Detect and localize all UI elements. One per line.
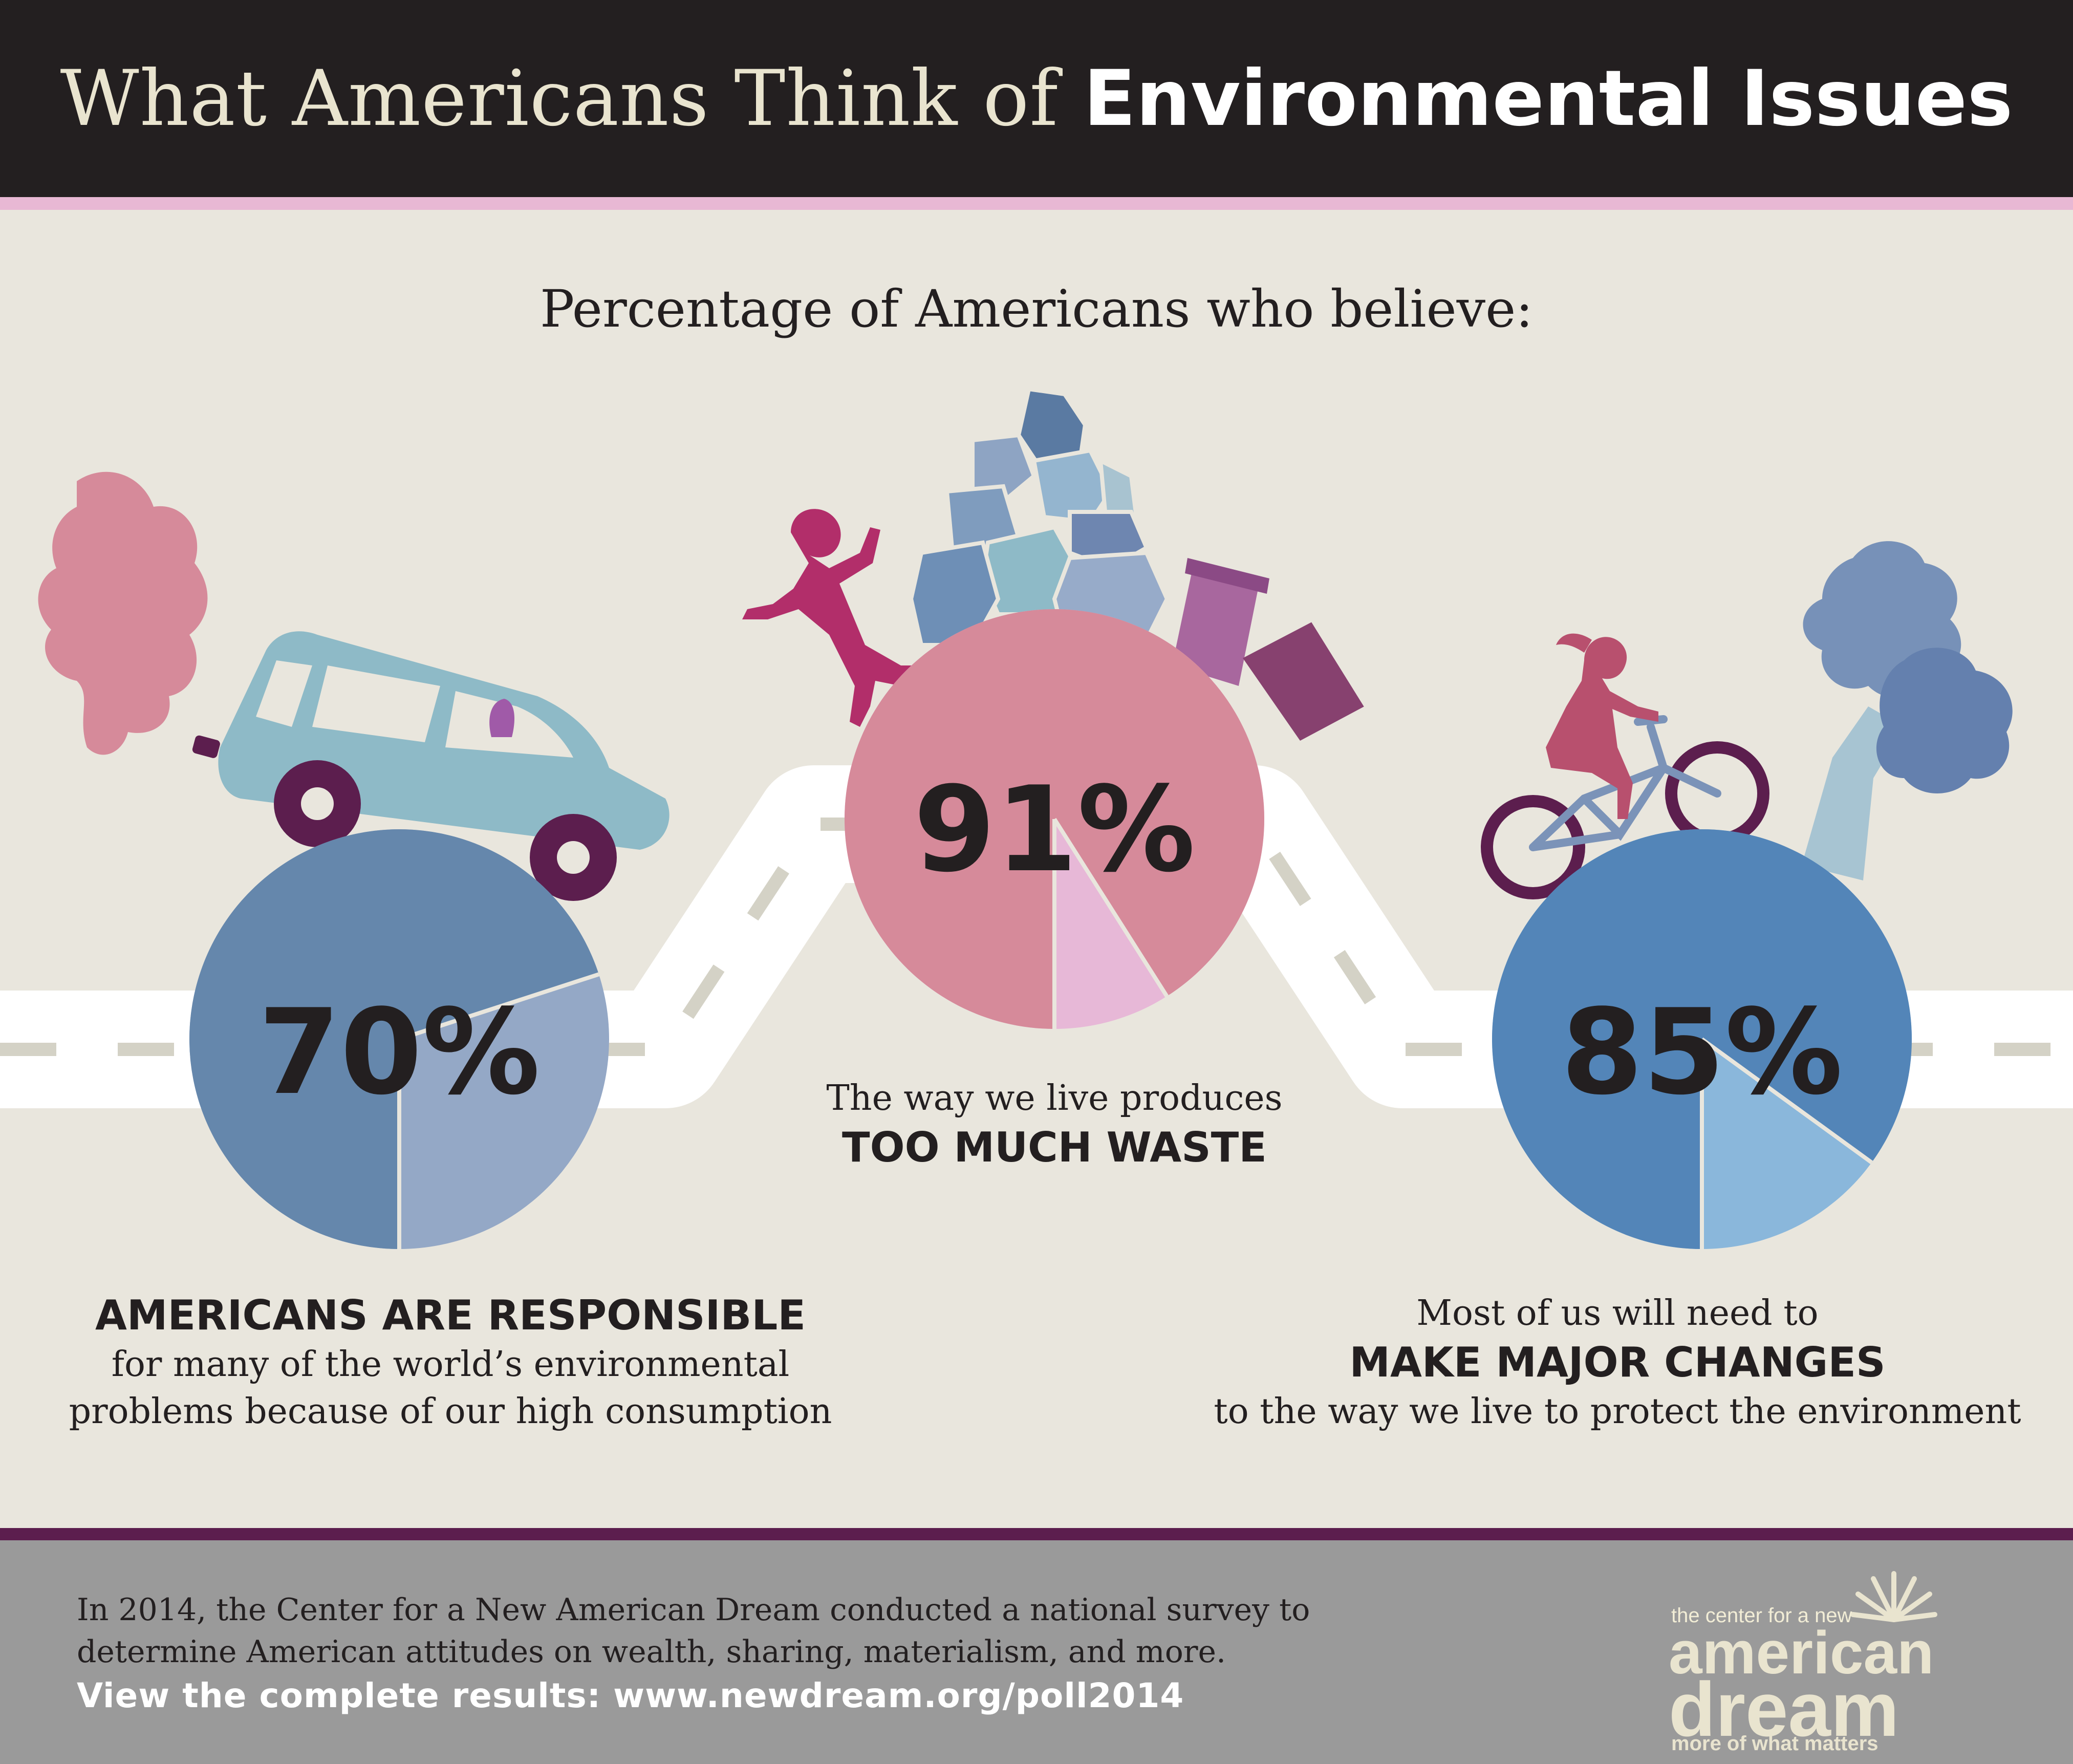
chart-subtitle: Percentage of Americans who believe: [540,279,1533,339]
caption-center-line1: The way we live produces [826,1078,1283,1118]
pie-label-center: 91% [914,762,1196,898]
caption-right: Most of us will need to MAKE MAJOR CHANG… [1208,1290,2027,1435]
pie-divider-center-1 [1052,818,1169,998]
sunburst-icon [1850,1571,1937,1622]
trash-can-icon [1172,558,1364,741]
caption-right-line2: to the way we live to protect the enviro… [1214,1391,2021,1432]
pie-chart-center [844,609,1264,1029]
caption-left-line1: for many of the world’s environmental [111,1344,790,1385]
caption-right-line1: Most of us will need to [1416,1293,1819,1333]
smoke-cloud-icon [38,471,208,755]
logo-dream: dream [1669,1666,1899,1752]
header-bar: What Americans Think of Environmental Is… [0,0,2073,197]
caption-right-bold: MAKE MAJOR CHANGES [1349,1339,1886,1386]
caption-center-bold: TOO MUCH WASTE [842,1124,1267,1171]
logo-american: american [1669,1619,1934,1687]
exhaust-pipe-icon [192,735,220,758]
title-light: What Americans Think of [60,54,1084,143]
pie-slice-main-left [189,829,599,1249]
pie-chart-left [189,829,609,1249]
running-person-icon [742,509,937,727]
caption-left-line2: problems because of our high consumption [69,1391,832,1432]
caption-center: The way we live produces TOO MUCH WASTE [645,1075,1464,1173]
trash-pile-icon [909,386,1170,647]
pink-stripe [0,197,2073,210]
pie-divider-right-1 [1700,1037,1873,1165]
footer: In 2014, the Center for a New American D… [0,1540,2073,1764]
pie-label-right: 85% [1561,984,1843,1121]
title-bold: Environmental Issues [1083,54,2013,143]
logo-small-text: the center for a new [1671,1604,1852,1627]
caption-left: AMERICANS ARE RESPONSIBLE for many of th… [41,1290,860,1435]
car-icon [218,631,670,901]
pie-chart-right [1492,829,1912,1249]
footer-divider [0,1528,2073,1540]
tree-icon [1802,541,2013,880]
pie-label-left: 70% [258,984,541,1121]
footer-results-link[interactable]: View the complete results: www.newdream.… [77,1676,1184,1715]
logo-tagline: more of what matters [1671,1732,1878,1755]
new-dream-logo: the center for a new american dream more… [1669,1563,2037,1755]
caption-left-bold: AMERICANS ARE RESPONSIBLE [95,1292,806,1339]
pie-divider-left-1 [398,972,600,1041]
footer-description: In 2014, the Center for a New American D… [77,1592,1310,1670]
